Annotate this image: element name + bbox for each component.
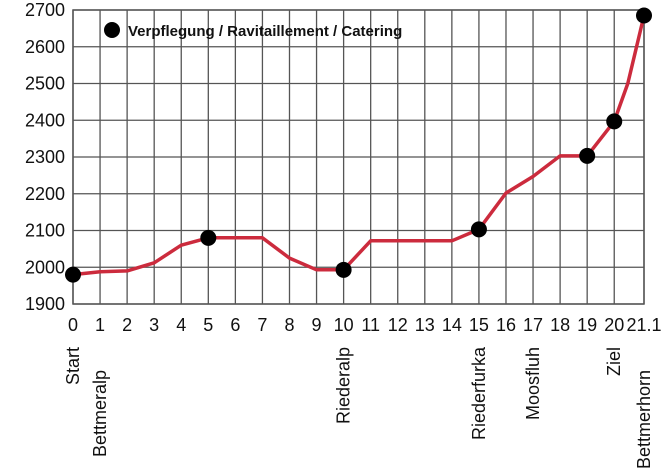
y-tick-label: 2400 (25, 110, 65, 130)
y-tick-label: 2100 (25, 221, 65, 241)
place-label: Riederalp (334, 347, 354, 424)
x-tick-label: 14 (442, 315, 462, 335)
x-tick-label: 21.1 (626, 315, 661, 335)
x-tick-label: 20 (604, 315, 624, 335)
y-tick-label: 1900 (25, 294, 65, 314)
place-label: Bettmerhorn (634, 370, 654, 469)
place-label: Ziel (604, 347, 624, 376)
catering-point (579, 147, 596, 164)
x-tick-label: 15 (469, 315, 489, 335)
place-label: Moosfluh (523, 347, 543, 420)
x-tick-label: 5 (203, 315, 213, 335)
x-tick-label: 4 (176, 315, 186, 335)
y-tick-label: 2300 (25, 147, 65, 167)
place-label: Riederfurka (469, 346, 489, 440)
chart-grid (72, 9, 645, 305)
y-tick-label: 2500 (25, 74, 65, 94)
y-tick-label: 2000 (25, 257, 65, 277)
y-tick-label: 2200 (25, 184, 65, 204)
legend-marker (104, 22, 120, 38)
x-tick-label: 1 (95, 315, 105, 335)
y-axis-ticks: 1900 2000 2100 2200 2300 2400 2500 2600 2700 (25, 0, 65, 314)
x-tick-label: 3 (149, 315, 159, 335)
catering-point (470, 221, 487, 238)
x-tick-label: 11 (361, 315, 380, 335)
x-tick-label: 13 (415, 315, 435, 335)
x-tick-label: 0 (68, 315, 78, 335)
catering-point (200, 229, 217, 246)
x-tick-label: 19 (577, 315, 597, 335)
x-axis-ticks: 0 1 2 3 4 5 6 7 8 9 10 11 12 13 14 15 16 17 18 19 20 21.1 (68, 315, 662, 335)
x-tick-label: 10 (334, 315, 354, 335)
x-tick-label: 8 (284, 315, 294, 335)
elevation-line (71, 13, 646, 277)
catering-point (65, 266, 81, 283)
catering-markers (65, 7, 652, 283)
chart-legend: Verpflegung / Ravitaillement / Catering (104, 22, 402, 40)
catering-point (636, 7, 652, 24)
y-tick-label: 2700 (25, 0, 65, 20)
x-tick-label: 18 (550, 315, 570, 335)
place-label: Bettmeralp (90, 370, 110, 457)
x-tick-label: 7 (257, 315, 267, 335)
series-layer (71, 13, 646, 277)
x-tick-label: 16 (496, 315, 516, 335)
place-labels: Start Bettmeralp Riederalp Riederfurka Moosf… (63, 346, 654, 469)
x-tick-label: 9 (312, 315, 322, 335)
x-tick-label: 6 (230, 315, 240, 335)
x-tick-label: 2 (122, 315, 132, 335)
catering-point (335, 261, 352, 278)
x-tick-label: 12 (388, 315, 408, 335)
x-tick-label: 17 (523, 315, 543, 335)
legend-label: Verpflegung / Ravitaillement / Catering (128, 23, 402, 40)
place-label: Start (63, 347, 83, 385)
catering-point (606, 113, 623, 130)
y-tick-label: 2600 (25, 37, 65, 57)
